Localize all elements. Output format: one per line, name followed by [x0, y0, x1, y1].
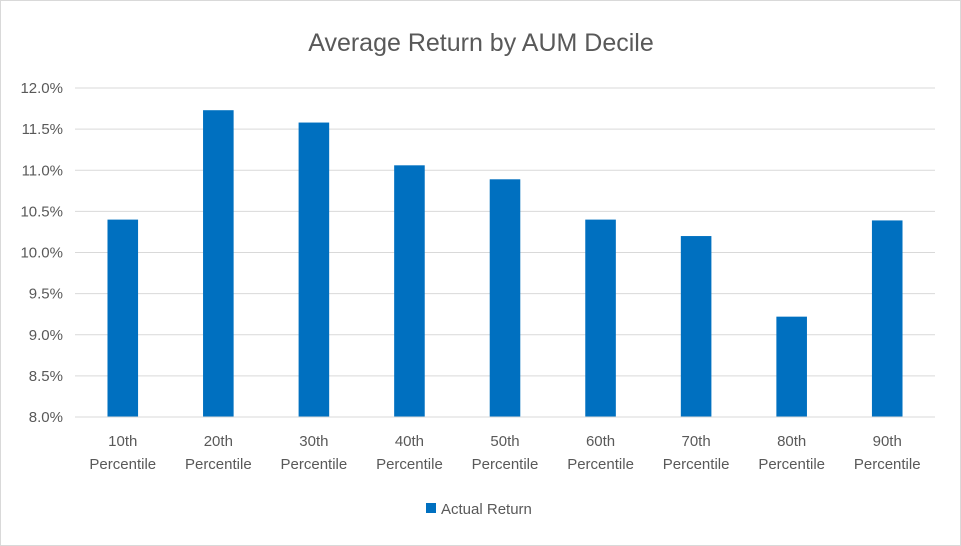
x-tick-label: Percentile [567, 456, 634, 473]
y-tick-label: 12.0% [20, 80, 63, 97]
legend-label: Actual Return [441, 501, 532, 518]
x-tick-label: Percentile [376, 456, 443, 473]
legend-swatch [426, 503, 436, 513]
bar [107, 219, 139, 417]
y-tick-label: 11.5% [22, 121, 63, 138]
bar [871, 220, 903, 417]
bar [680, 236, 712, 417]
bar [203, 110, 234, 418]
x-tick-label: Percentile [281, 456, 348, 473]
y-tick-label: 11.0% [22, 162, 63, 179]
x-tick-label: Percentile [854, 456, 921, 473]
x-tick-label: Percentile [89, 456, 156, 473]
x-tick-label: 10th [108, 433, 137, 450]
x-tick-label: 90th [873, 433, 902, 450]
y-tick-label: 9.5% [29, 286, 63, 303]
x-tick-label: Percentile [758, 456, 825, 473]
y-tick-label: 8.0% [29, 409, 63, 426]
x-tick-label: 40th [395, 433, 424, 450]
x-tick-label: Percentile [663, 456, 730, 473]
x-tick-label: 20th [204, 433, 233, 450]
y-tick-label: 9.0% [29, 327, 63, 344]
bar [489, 179, 521, 417]
x-tick-label: 80th [777, 433, 806, 450]
x-tick-label: Percentile [472, 456, 539, 473]
y-axis-ticks: 8.0% 8.5% 9.0% 9.5% 10.0% 10.5% 11.0% 11.5% 12.0… [20, 80, 63, 426]
bar [298, 122, 330, 418]
bars [107, 110, 903, 418]
y-tick-label: 8.5% [29, 368, 63, 385]
bar [394, 165, 425, 417]
x-axis-ticks: 10th Percentile 20th Percentile 30th Percenti… [89, 433, 920, 473]
x-tick-label: 30th [299, 433, 328, 450]
x-tick-label: Percentile [185, 456, 252, 473]
chart-title: Average Return by AUM Decile [308, 29, 654, 57]
legend: Actual Return [426, 501, 532, 518]
y-tick-label: 10.5% [20, 203, 63, 220]
bar [776, 316, 807, 417]
y-tick-label: 10.0% [20, 245, 63, 262]
x-tick-label: 50th [490, 433, 519, 450]
bar [585, 219, 616, 417]
x-tick-label: 70th [682, 433, 711, 450]
x-tick-label: 60th [586, 433, 615, 450]
